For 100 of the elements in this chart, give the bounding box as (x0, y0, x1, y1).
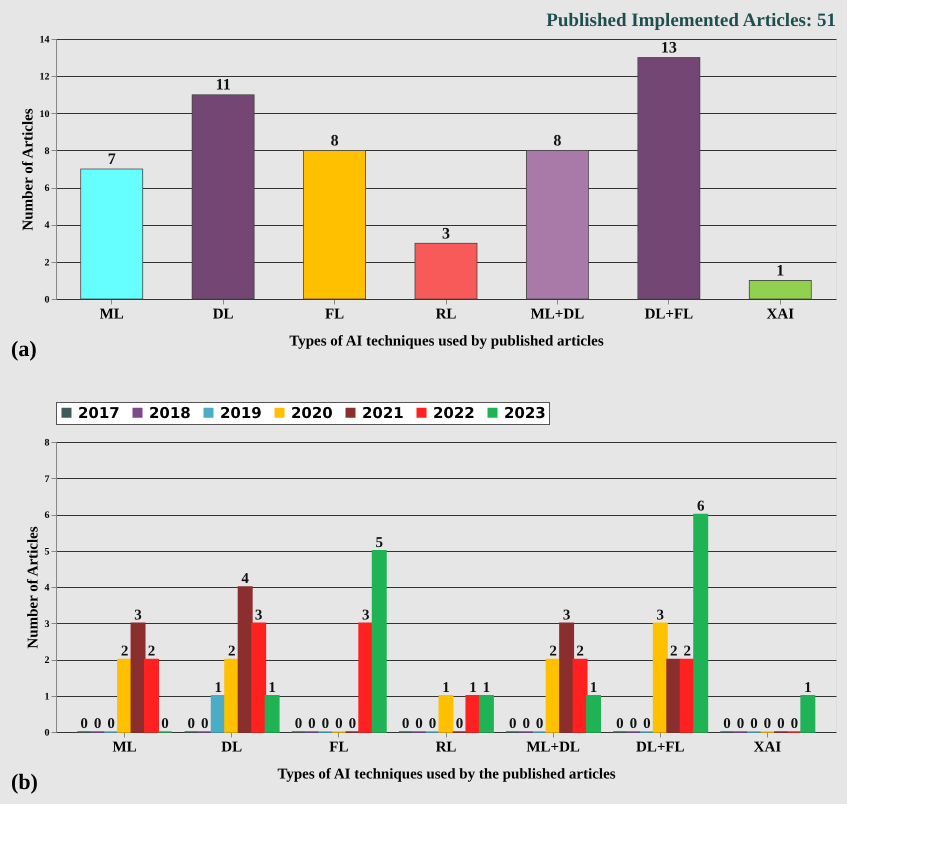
data-label: 8 (553, 132, 562, 150)
bar (546, 658, 561, 733)
bar (414, 242, 478, 300)
x-axis-title: Types of AI techniques used by the published articles (277, 766, 616, 782)
data-label: 2 (120, 644, 128, 660)
bar (748, 280, 812, 300)
data-label: 0 (402, 716, 410, 732)
data-label: 0 (616, 716, 624, 732)
chart-title: Published Implemented Articles: 51 (546, 10, 836, 31)
x-tick-label: DL (212, 306, 234, 322)
x-tick-label: RL (436, 740, 456, 756)
bar (800, 695, 816, 733)
y-axis-title: Number of Articles (20, 108, 36, 231)
data-label: 0 (188, 716, 196, 732)
bar (192, 94, 255, 300)
data-label: 0 (335, 716, 343, 732)
bar (637, 57, 700, 300)
y-tick-label: 14 (40, 34, 50, 46)
x-tick-label: ML+DL (530, 306, 584, 322)
legend-label: 2022 (433, 404, 475, 422)
x-tick-label: FL (324, 306, 344, 322)
y-tick-label: 8 (44, 438, 50, 448)
data-label: 3 (562, 607, 570, 624)
x-tick-label: ML (100, 306, 124, 322)
data-label: 1 (214, 680, 222, 696)
y-tick-label: 2 (44, 655, 50, 666)
data-label: 2 (228, 644, 236, 660)
data-label: 2 (148, 644, 156, 660)
x-tick-label: DL+FL (636, 740, 685, 756)
data-label: 1 (590, 680, 598, 696)
bar (572, 658, 588, 733)
legend-label: 2020 (291, 404, 333, 422)
data-label: 3 (254, 607, 262, 624)
bar (303, 150, 366, 300)
bar (693, 514, 708, 733)
y-tick-label: 8 (44, 146, 50, 157)
data-label: 3 (362, 607, 370, 624)
bar (652, 622, 668, 733)
data-label: 0 (723, 716, 731, 732)
data-label: 1 (469, 680, 477, 696)
legend-label: 2023 (504, 404, 546, 422)
x-tick-label: RL (436, 306, 456, 322)
data-label: 0 (764, 716, 772, 732)
data-label: 0 (201, 716, 209, 732)
x-tick-label: XAI (754, 740, 782, 756)
data-label: 6 (696, 498, 705, 514)
y-tick-label: 1 (44, 691, 50, 702)
data-label: 4 (241, 571, 250, 587)
x-tick-label: DL (221, 740, 242, 756)
x-tick-label: FL (329, 740, 348, 756)
data-label: 2 (576, 644, 584, 660)
data-label: 0 (322, 716, 330, 732)
data-label: 1 (804, 680, 812, 696)
bar (478, 695, 494, 733)
y-tick-label: 10 (40, 108, 50, 120)
data-label: 2 (670, 644, 678, 660)
data-label: 1 (442, 680, 450, 696)
y-tick-label: 3 (44, 618, 50, 630)
data-label: 1 (482, 680, 490, 696)
y-tick-label: 5 (44, 546, 50, 558)
y-tick-label: 6 (44, 183, 50, 194)
data-label: 0 (94, 716, 102, 732)
y-axis-title: Number of Articles (26, 526, 42, 649)
bar (586, 695, 602, 733)
bar (117, 658, 132, 733)
bar (372, 550, 387, 733)
legend-label: 2019 (220, 404, 262, 422)
data-label: 0 (777, 716, 785, 732)
text: (b) (11, 769, 38, 794)
y-tick-label: 12 (40, 72, 50, 83)
x-axis-title: Types of AI techniques used by published articles (289, 334, 604, 350)
data-label: 2 (683, 644, 691, 660)
text: (a) (11, 336, 37, 361)
data-label: 0 (536, 716, 544, 732)
bar (224, 658, 240, 733)
y-tick-label: 4 (44, 582, 50, 594)
data-label: 0 (348, 716, 356, 732)
data-label: 13 (660, 40, 677, 57)
data-label: 0 (456, 716, 464, 732)
bar (680, 658, 695, 733)
data-label: 0 (736, 716, 744, 732)
bar (526, 150, 589, 300)
bar (465, 695, 480, 733)
data-label: 3 (656, 607, 664, 624)
data-label: 8 (330, 132, 339, 150)
data-label: 0 (428, 716, 436, 732)
data-label: 1 (268, 680, 276, 696)
bar (238, 586, 253, 733)
data-label: 0 (508, 716, 516, 732)
legend-label: 2021 (362, 404, 404, 422)
legend-label: 2017 (78, 404, 120, 422)
data-label: 0 (308, 716, 316, 732)
data-label: 0 (790, 716, 798, 732)
bar (251, 622, 266, 733)
data-label: 0 (415, 716, 423, 732)
data-label: 5 (376, 534, 384, 551)
y-tick-label: 6 (44, 510, 50, 521)
data-label: 7 (108, 151, 116, 168)
data-label: 0 (750, 716, 758, 732)
data-label: 3 (442, 225, 450, 242)
